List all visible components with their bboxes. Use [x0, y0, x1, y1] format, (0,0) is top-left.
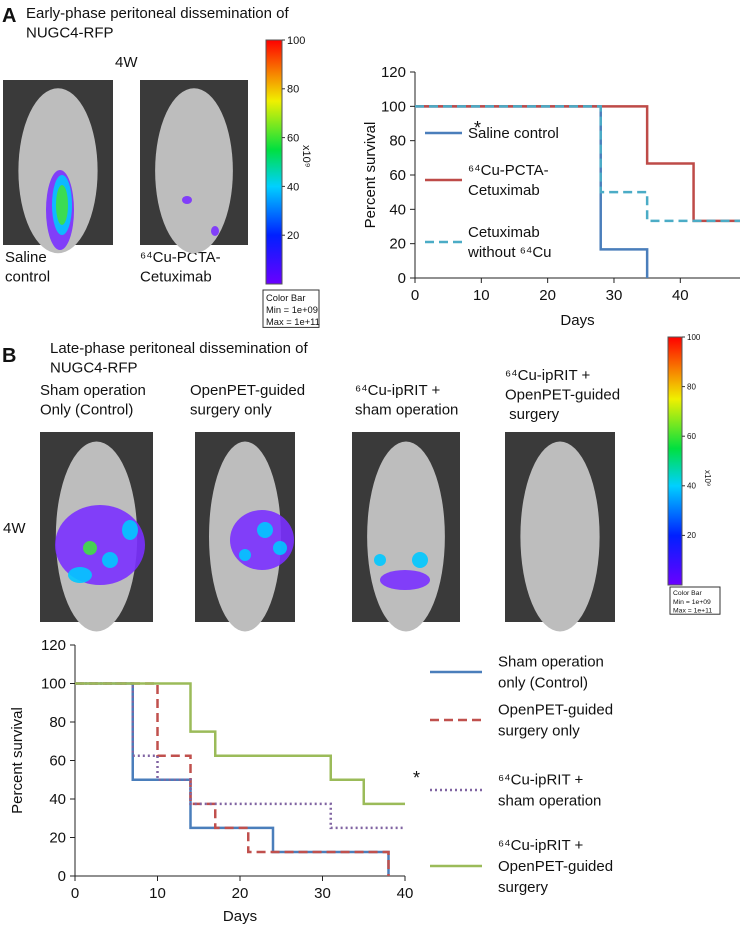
color-bar-unit: x10⁹: [300, 145, 312, 167]
signal: [55, 505, 145, 585]
x-tick-label: 20: [232, 885, 249, 902]
signal: [374, 554, 386, 566]
panel-title: Early-phase peritoneal dissemination of N…: [26, 5, 289, 42]
signal: [83, 541, 97, 555]
x-tick-label: 10: [473, 287, 490, 304]
survival-line: [75, 682, 405, 830]
color-bar-tick-label: 80: [687, 382, 696, 391]
color-bar-text: Max = 1e+11: [673, 608, 712, 615]
color-bar-text: Min = 1e+09: [673, 599, 711, 606]
mouse-body: [155, 88, 233, 254]
color-bar-tick-label: 60: [287, 132, 299, 144]
y-tick-label: 0: [398, 270, 406, 287]
y-tick-label: 100: [381, 98, 406, 115]
legend-label: ⁶⁴Cu-ipRIT + sham operation: [498, 772, 601, 810]
time-label: 4W: [115, 54, 138, 71]
y-tick-label: 60: [49, 753, 66, 770]
y-tick-label: 120: [381, 64, 406, 81]
signal: [257, 522, 273, 538]
color-bar-tick-label: 60: [687, 432, 696, 441]
color-bar-tick-label: 100: [287, 35, 305, 47]
color-bar-text: Color Bar: [673, 590, 702, 597]
signal: [380, 570, 430, 590]
legend-label: Cetuximab without ⁶⁴Cu: [467, 224, 552, 261]
y-tick-label: 80: [389, 133, 406, 150]
signal: [211, 226, 219, 236]
signal: [68, 567, 92, 583]
legend-label: OpenPET-guided surgery only: [498, 702, 613, 740]
y-axis-label: Percent survival: [362, 122, 379, 229]
signal: [230, 510, 294, 570]
image-caption: Saline control: [5, 249, 50, 286]
image-caption: ⁶⁴Cu-PCTA-Cetuximab: [140, 249, 221, 286]
x-tick-label: 40: [672, 287, 689, 304]
legend-label: ⁶⁴Cu-PCTA-Cetuximab: [468, 162, 549, 199]
y-tick-label: 80: [49, 714, 66, 731]
image-caption: ⁶⁴Cu-ipRIT + OpenPET-guided surgery: [505, 367, 620, 423]
color-bar: [667, 336, 683, 586]
y-tick-label: 60: [389, 167, 406, 184]
mouse-body: [520, 441, 600, 632]
survival-line: [75, 682, 390, 876]
annotation: *: [413, 768, 420, 788]
y-tick-label: 100: [41, 676, 66, 693]
color-bar-tick-label: 20: [287, 230, 299, 242]
signal: [122, 520, 138, 540]
color-bar-tick-label: 20: [687, 531, 696, 540]
x-tick-label: 10: [149, 885, 166, 902]
x-tick-label: 40: [397, 885, 414, 902]
color-bar-tick-label: 100: [687, 333, 701, 342]
signal: [273, 541, 287, 555]
signal: [182, 196, 192, 204]
color-bar-text: Max = 1e+11: [266, 317, 320, 327]
signal: [412, 552, 428, 568]
mouse-body: [367, 441, 445, 632]
annotation: *: [474, 118, 481, 138]
image-caption: ⁶⁴Cu-ipRIT + sham operation: [355, 382, 458, 419]
image-caption: OpenPET-guided surgery only: [190, 382, 305, 419]
color-bar-box: [262, 289, 320, 328]
color-bar-tick-label: 40: [287, 181, 299, 193]
color-bar: [265, 39, 283, 285]
color-bar-text: Min = 1e+09: [266, 305, 318, 315]
color-bar-tick-label: 80: [287, 84, 299, 96]
signal: [239, 549, 251, 561]
signal: [102, 552, 118, 568]
signal: [56, 185, 68, 225]
image-caption: Sham operation Only (Control): [40, 382, 146, 419]
x-axis-label: Days: [560, 312, 594, 329]
legend-label: Sham operation only (Control): [498, 654, 604, 692]
y-tick-label: 20: [49, 830, 66, 847]
panel-title: Late-phase peritoneal dissemination of NU…: [50, 340, 308, 377]
survival-line: [75, 682, 405, 806]
color-bar-text: Color Bar: [266, 293, 305, 303]
x-axis-label: Days: [223, 908, 257, 925]
x-tick-label: 30: [606, 287, 623, 304]
y-tick-label: 120: [41, 637, 66, 654]
x-tick-label: 0: [71, 885, 79, 902]
legend-label: ⁶⁴Cu-ipRIT + OpenPET-guided surgery: [498, 837, 613, 896]
survival-line: [415, 105, 740, 223]
color-bar-unit: x10⁹: [703, 470, 712, 486]
y-tick-label: 0: [58, 868, 66, 885]
panel-label: A: [2, 5, 16, 27]
y-tick-label: 40: [49, 791, 66, 808]
y-tick-label: 40: [389, 201, 406, 218]
y-axis-label: Percent survival: [9, 707, 26, 814]
color-bar-box: [669, 586, 721, 615]
legend-label: Saline control: [468, 125, 559, 142]
panel-label: B: [2, 345, 16, 367]
x-tick-label: 30: [314, 885, 331, 902]
x-tick-label: 20: [539, 287, 556, 304]
survival-line: [415, 105, 740, 223]
color-bar-tick-label: 40: [687, 482, 696, 491]
x-tick-label: 0: [411, 287, 419, 304]
y-tick-label: 20: [389, 236, 406, 253]
time-label: 4W: [3, 520, 26, 537]
